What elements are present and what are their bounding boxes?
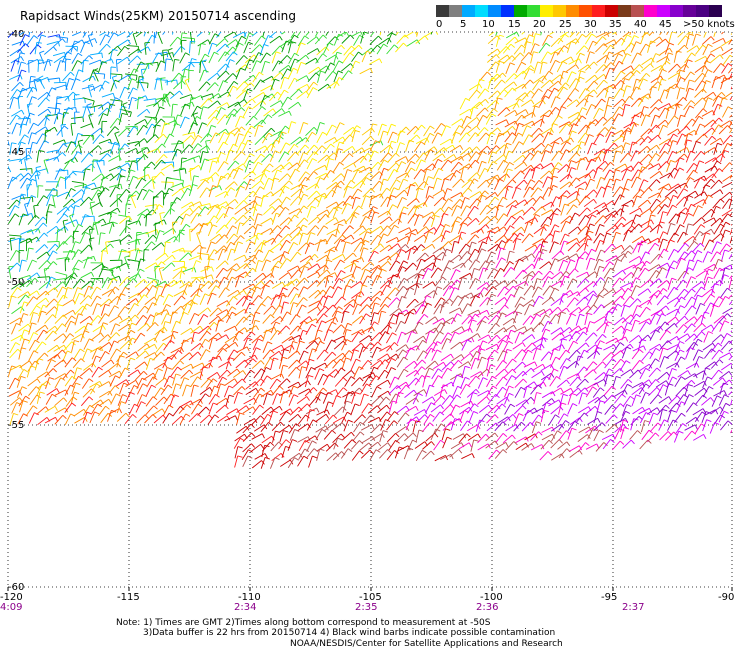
legend-swatch bbox=[449, 5, 462, 17]
legend-swatch bbox=[527, 5, 540, 17]
map-title: Rapidsact Winds(25KM) 20150714 ascending bbox=[20, 9, 297, 23]
legend-swatch bbox=[670, 5, 683, 17]
legend-label: 20 bbox=[533, 19, 546, 30]
legend-swatch bbox=[488, 5, 501, 17]
legend-swatch bbox=[709, 5, 722, 17]
lat-label: -55 bbox=[8, 420, 24, 431]
lon-label: -105 bbox=[359, 592, 382, 603]
legend-swatch bbox=[644, 5, 657, 17]
legend-color-bar bbox=[436, 5, 740, 17]
legend-swatch bbox=[657, 5, 670, 17]
legend-label: 35 bbox=[609, 19, 622, 30]
note-line-1: Note: 1) Times are GMT 2)Times along bot… bbox=[116, 618, 491, 628]
wind-barb-field bbox=[8, 32, 732, 469]
lon-label: -100 bbox=[480, 592, 503, 603]
time-label: 2:35 bbox=[355, 602, 377, 613]
legend-label: 25 bbox=[559, 19, 572, 30]
legend-swatch bbox=[436, 5, 449, 17]
legend-swatch bbox=[514, 5, 527, 17]
legend-swatch bbox=[683, 5, 696, 17]
legend-labels: 0 5 10 15 20 25 30 35 40 45 >50 knots bbox=[436, 17, 740, 31]
lon-label: -95 bbox=[601, 592, 617, 603]
lon-label: -115 bbox=[117, 592, 140, 603]
lat-label: -60 bbox=[8, 582, 24, 593]
legend-swatch bbox=[631, 5, 644, 17]
legend-label: 10 bbox=[482, 19, 495, 30]
legend-swatch bbox=[475, 5, 488, 17]
legend-swatch bbox=[618, 5, 631, 17]
legend-swatch bbox=[566, 5, 579, 17]
lat-label: -50 bbox=[8, 277, 24, 288]
wind-barbs bbox=[8, 32, 732, 469]
time-label: 2:36 bbox=[476, 602, 498, 613]
note-line-2: 3)Data buffer is 22 hrs from 20150714 4)… bbox=[143, 628, 556, 638]
note-line-3: NOAA/NESDIS/Center for Satellite Applica… bbox=[290, 639, 563, 649]
legend-label: 5 bbox=[460, 19, 467, 30]
legend-label: >50 knots bbox=[683, 19, 735, 30]
legend-swatch bbox=[605, 5, 618, 17]
lat-label: -40 bbox=[8, 29, 24, 40]
lat-label: -45 bbox=[8, 147, 24, 158]
legend-swatch bbox=[696, 5, 709, 17]
legend-swatch bbox=[553, 5, 566, 17]
legend-label: 15 bbox=[508, 19, 521, 30]
time-label: 4:09 bbox=[0, 602, 22, 613]
legend-swatch bbox=[540, 5, 553, 17]
latitude-labels: -40 -45 -50 -55 -60 bbox=[8, 29, 24, 593]
legend-swatch bbox=[501, 5, 514, 17]
lon-label: -120 bbox=[0, 592, 23, 603]
lon-label: -110 bbox=[238, 592, 261, 603]
time-label: 2:37 bbox=[622, 602, 644, 613]
lon-label: -90 bbox=[718, 592, 734, 603]
wind-speed-legend: 0 5 10 15 20 25 30 35 40 45 >50 knots bbox=[436, 5, 740, 35]
legend-swatch bbox=[592, 5, 605, 17]
legend-label: 40 bbox=[634, 19, 647, 30]
legend-swatch bbox=[579, 5, 592, 17]
time-label: 2:34 bbox=[234, 602, 256, 613]
time-labels: 4:09 2:34 2:35 2:36 2:37 bbox=[0, 602, 644, 613]
legend-swatch bbox=[462, 5, 475, 17]
legend-label: 45 bbox=[659, 19, 672, 30]
legend-label: 30 bbox=[584, 19, 597, 30]
legend-label: 0 bbox=[436, 19, 443, 30]
longitude-labels: -120 -115 -110 -105 -100 -95 -90 bbox=[0, 592, 734, 603]
